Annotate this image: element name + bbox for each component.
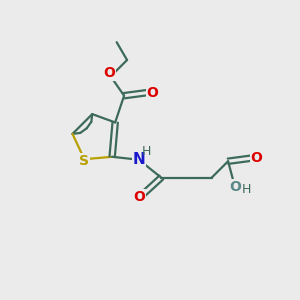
Text: N: N — [133, 152, 145, 167]
Text: O: O — [146, 86, 158, 100]
Text: O: O — [250, 151, 262, 165]
Text: S: S — [79, 154, 89, 168]
Text: O: O — [230, 179, 242, 194]
Text: H: H — [242, 183, 251, 196]
Text: O: O — [133, 190, 145, 204]
Text: O: O — [103, 66, 115, 80]
Text: H: H — [142, 145, 151, 158]
